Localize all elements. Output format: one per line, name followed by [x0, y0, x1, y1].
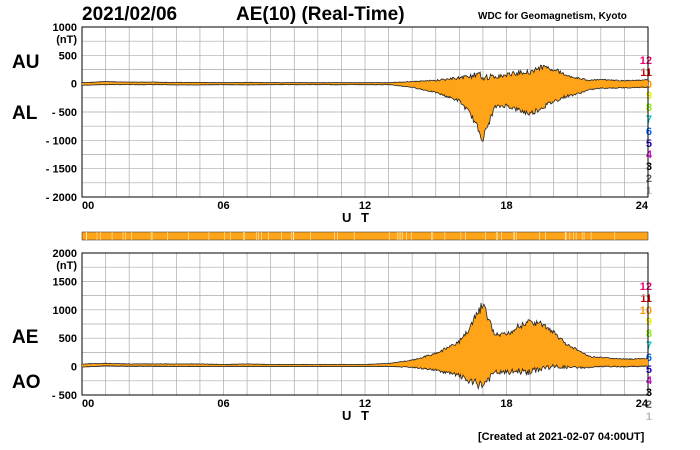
source-label: WDC for Geomagnetism, Kyoto: [478, 11, 627, 22]
top-ytick-label: - 1000: [46, 135, 77, 147]
ao-panel-label: AO: [12, 372, 41, 393]
station-hour-5: 5: [645, 137, 652, 150]
bottom-xtick-label: 12: [359, 398, 371, 410]
top-series-al: [81, 83, 649, 143]
top-xtick-label: 06: [217, 200, 229, 212]
station-hour-10: 10: [639, 304, 652, 317]
bottom-series-ao: [81, 363, 649, 391]
bottom-ylabel: (nT): [56, 260, 77, 272]
bottom-xlabel: U T: [342, 408, 372, 423]
bottom-xtick-label: 06: [217, 398, 229, 410]
station-hour-5: 5: [645, 363, 652, 376]
bottom-xtick-label: 18: [500, 398, 512, 410]
bottom-ytick-label: 1000: [53, 305, 77, 317]
bottom-ytick-label: 2000: [53, 248, 77, 260]
station-hour-4: 4: [645, 375, 652, 388]
station-hour-3: 3: [645, 387, 652, 400]
top-ytick-label: - 2000: [46, 192, 77, 204]
chart-title: AE(10) (Real-Time): [236, 4, 405, 25]
station-hour-8: 8: [645, 102, 652, 115]
ae-panel-label: AE: [12, 327, 39, 348]
bottom-xtick-label: 24: [636, 398, 649, 410]
bottom-area-fill: [82, 302, 648, 389]
au-panel-label: AU: [12, 52, 40, 73]
top-series-au: [81, 64, 649, 84]
bottom-frame: [81, 252, 649, 396]
station-hour-7: 7: [645, 113, 652, 126]
station-coverage-bar: [81, 231, 649, 241]
top-ytick-label: 0: [71, 79, 77, 91]
station-hour-2: 2: [645, 172, 652, 185]
top-ytick-label: 1000: [53, 22, 77, 34]
station-hour-9: 9: [645, 316, 652, 329]
bottom-xtick-label: 00: [82, 398, 94, 410]
created-timestamp: [Created at 2021-02-07 04:00UT]: [478, 431, 645, 443]
station-hour-1: 1: [645, 184, 652, 197]
top-xtick-label: 24: [636, 200, 649, 212]
date-label: 2021/02/06: [82, 4, 178, 25]
top-ylabel: (nT): [56, 34, 77, 46]
station-hour-9: 9: [645, 90, 652, 103]
top-xtick-label: 12: [359, 200, 371, 212]
station-hour-6: 6: [645, 351, 652, 364]
top-frame: [81, 26, 649, 198]
station-hours-bottom: 12 11 10 9 8 7 6 5 4 3 2 1: [639, 281, 652, 424]
top-xlabel: U T: [342, 210, 372, 225]
bottom-ytick-label: 1500: [53, 276, 77, 288]
station-hour-1: 1: [645, 410, 652, 423]
top-area-fill: [82, 65, 648, 142]
top-ytick-label: 500: [59, 50, 77, 62]
station-hour-11: 11: [640, 292, 652, 305]
station-hour-3: 3: [645, 161, 652, 174]
station-hour-8: 8: [645, 328, 652, 341]
bottom-ytick-label: 0: [71, 362, 77, 374]
station-hour-6: 6: [645, 125, 652, 138]
station-hour-7: 7: [645, 339, 652, 352]
bottom-ytick-label: 500: [59, 333, 77, 345]
top-xtick-label: 18: [500, 200, 512, 212]
station-hour-2: 2: [645, 398, 652, 411]
al-panel-label: AL: [12, 103, 38, 124]
station-hour-12: 12: [639, 281, 652, 293]
top-ytick-label: - 500: [52, 107, 77, 119]
station-hour-4: 4: [645, 149, 652, 162]
bottom-series-ae: [81, 302, 649, 366]
bottom-ytick-label: - 500: [52, 390, 77, 402]
top-xtick-label: 00: [82, 200, 94, 212]
station-hour-12: 12: [639, 55, 652, 67]
top-ytick-label: - 1500: [46, 164, 77, 176]
station-hour-11: 11: [640, 66, 652, 79]
